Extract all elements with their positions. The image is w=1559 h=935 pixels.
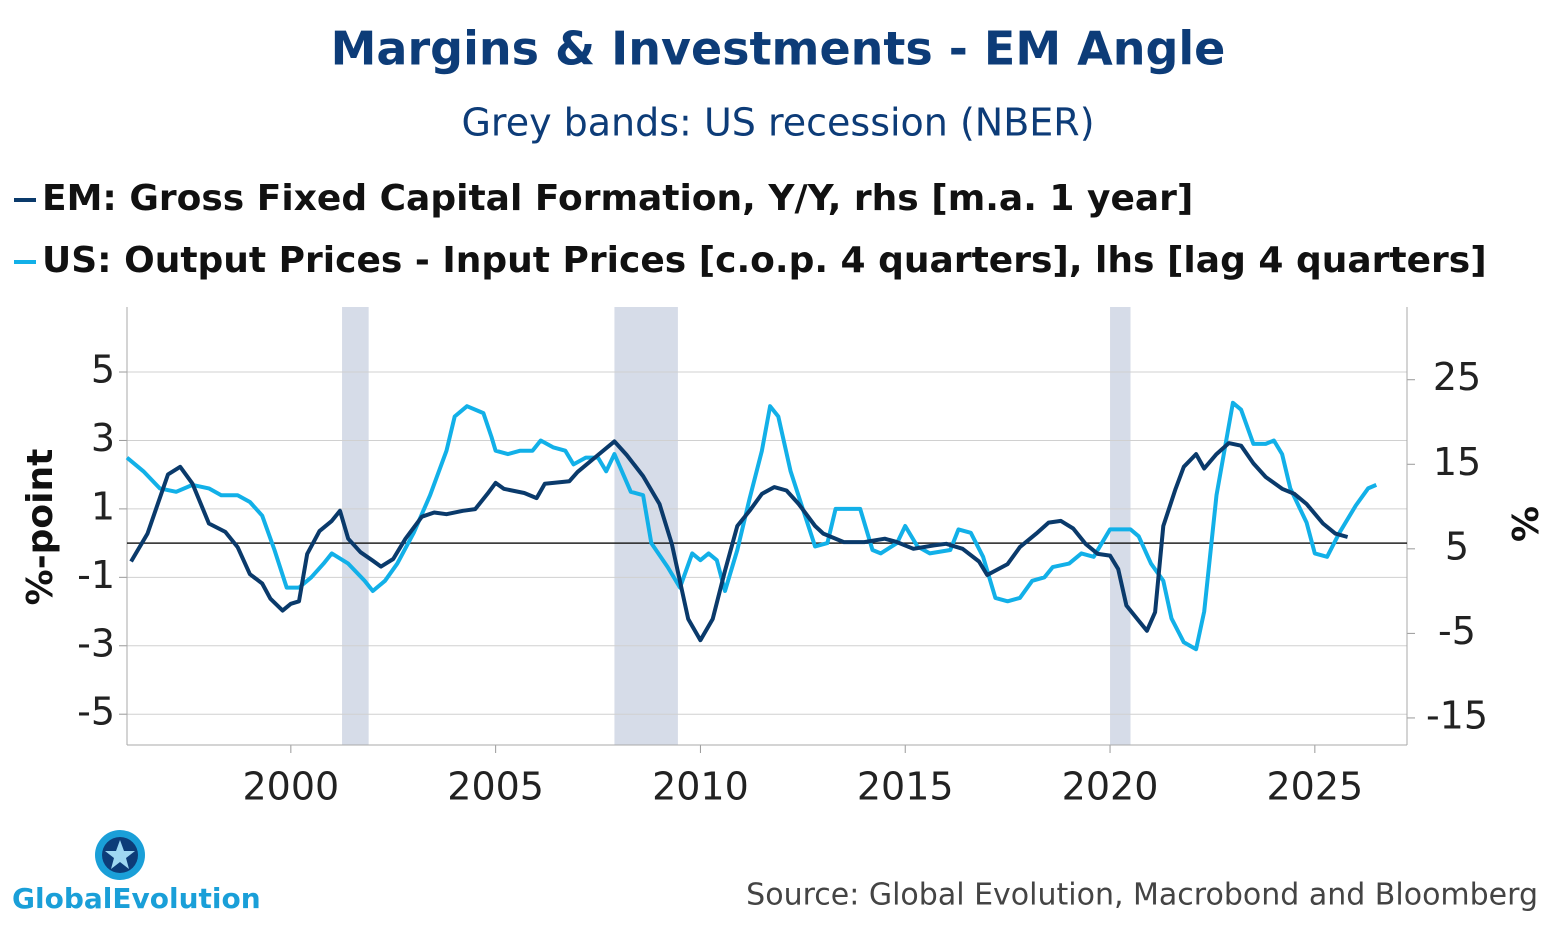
y2-tick-label: -15 — [1426, 693, 1488, 737]
x-tick-label: 2000 — [242, 765, 339, 809]
y2-axis-label: % — [1503, 506, 1544, 542]
recession-band — [1110, 307, 1131, 745]
legend-label: US: Output Prices - Input Prices [c.o.p.… — [42, 240, 1487, 281]
series-line — [129, 439, 1349, 643]
series-line — [125, 400, 1378, 652]
source-note: Source: Global Evolution, Macrobond and … — [746, 878, 1538, 913]
y2-tick-label: 5 — [1445, 524, 1469, 568]
logo-star — [105, 840, 135, 869]
x-tick-label: 2020 — [1062, 765, 1159, 809]
chart-subtitle: Grey bands: US recession (NBER) — [461, 101, 1094, 145]
y-tick-label: -5 — [77, 690, 115, 734]
x-tick-label: 2015 — [857, 765, 954, 809]
legend-label: EM: Gross Fixed Capital Formation, Y/Y, … — [42, 178, 1193, 219]
x-tick-label: 2005 — [447, 765, 544, 809]
x-tick-label: 2010 — [652, 765, 749, 809]
y-tick-label: 1 — [91, 484, 115, 528]
chart-title: Margins & Investments - EM Angle — [331, 22, 1226, 76]
y-tick-label: 5 — [91, 348, 115, 392]
y2-tick-label: 15 — [1433, 440, 1481, 484]
y2-tick-label: 25 — [1433, 355, 1481, 399]
y2-tick-label: -5 — [1438, 609, 1476, 653]
logo-text: GlobalEvolution — [12, 882, 261, 915]
logo: GlobalEvolution — [12, 830, 261, 915]
x-tick-label: 2025 — [1266, 765, 1363, 809]
y-tick-label: -3 — [77, 621, 115, 665]
y-tick-label: -1 — [77, 553, 115, 597]
y-axis-label: %-point — [20, 449, 61, 606]
y-tick-label: 3 — [91, 416, 115, 460]
